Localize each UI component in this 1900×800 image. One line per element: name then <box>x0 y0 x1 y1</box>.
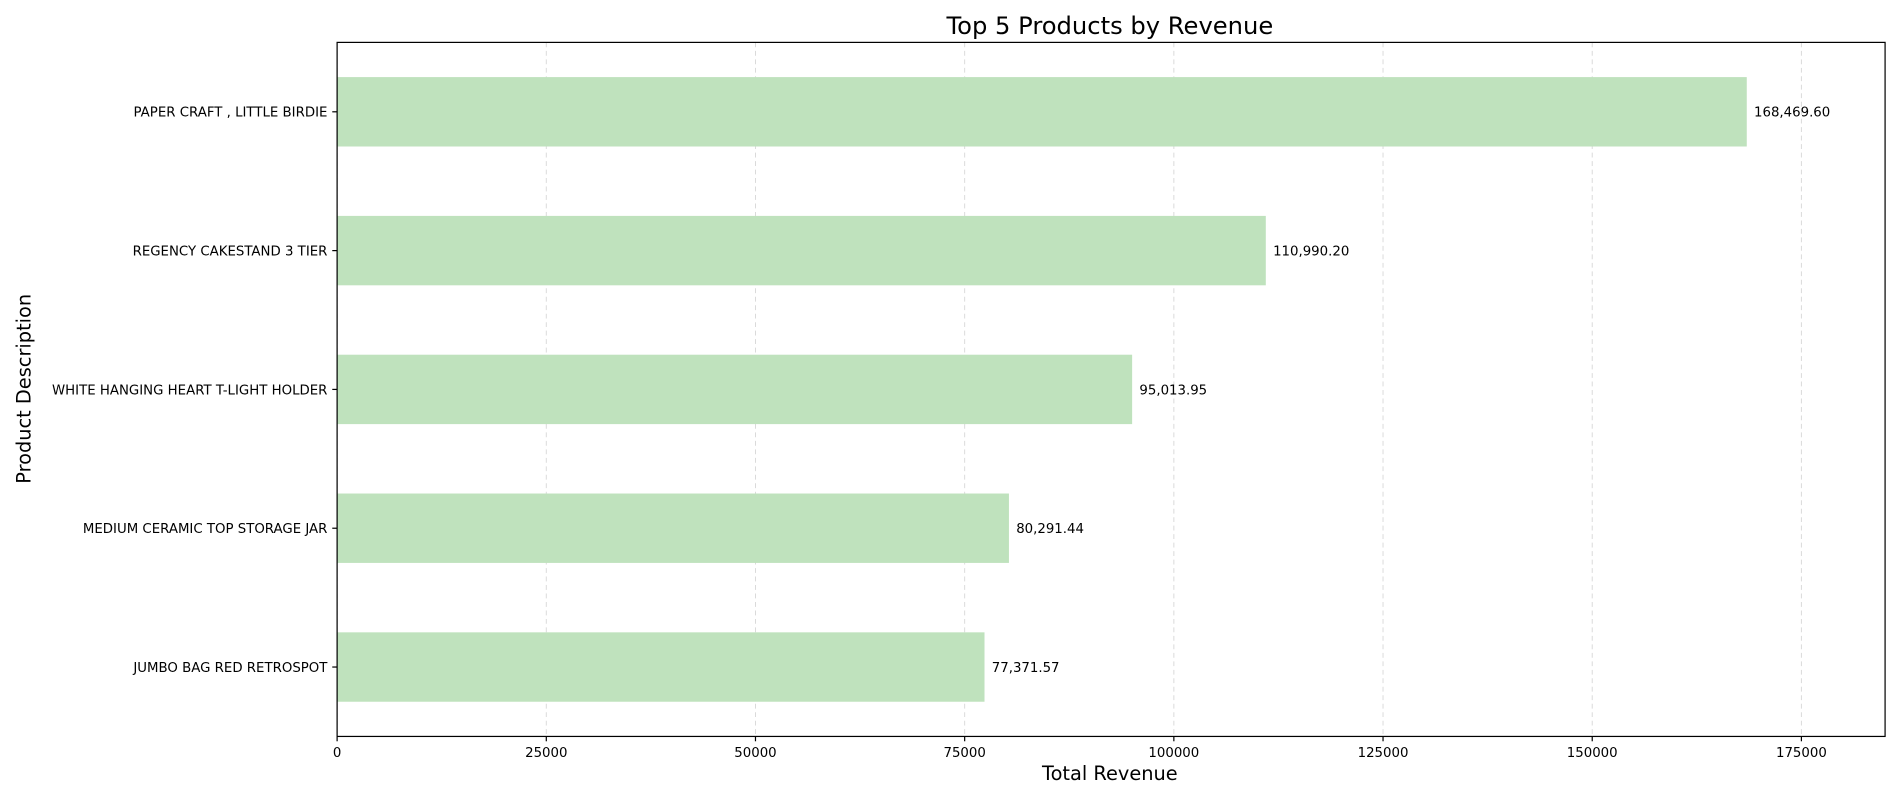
x-tick-label: 75000 <box>943 746 985 761</box>
bar-value-label: 95,013.95 <box>1139 383 1207 398</box>
x-tick-label: 125000 <box>1358 746 1409 761</box>
x-tick-label: 150000 <box>1567 746 1618 761</box>
x-tick-label: 0 <box>333 746 341 761</box>
bars <box>337 77 1747 702</box>
bar <box>337 354 1133 425</box>
chart-title: Top 5 Products by Revenue <box>945 12 1273 40</box>
x-tick-label: 175000 <box>1776 746 1827 761</box>
y-tick-label: MEDIUM CERAMIC TOP STORAGE JAR <box>83 522 328 537</box>
y-axis-label: Product Description <box>13 294 36 484</box>
bar <box>337 77 1747 147</box>
bar <box>337 215 1266 286</box>
y-tick-label: PAPER CRAFT , LITTLE BIRDIE <box>134 106 328 121</box>
value-labels: 168,469.60 110,990.20 95,013.95 80,291.44 77… <box>992 106 1830 676</box>
bar-value-label: 110,990.20 <box>1273 244 1349 259</box>
y-tick-label: REGENCY CAKESTAND 3 TIER <box>133 244 328 259</box>
y-tick-label: WHITE HANGING HEART T-LIGHT HOLDER <box>52 383 327 398</box>
x-tick-label: 25000 <box>525 746 567 761</box>
bar-value-label: 80,291.44 <box>1016 522 1084 537</box>
x-axis-label: Total Revenue <box>1041 762 1178 785</box>
bar <box>337 493 1009 563</box>
bar-value-label: 77,371.57 <box>992 661 1060 676</box>
x-axis-ticks: 0 25000 50000 75000 100000 125000 150000 175000 <box>333 736 1827 761</box>
bar-value-label: 168,469.60 <box>1754 106 1830 121</box>
y-axis-ticks: PAPER CRAFT , LITTLE BIRDIE REGENCY CAKES… <box>52 106 338 676</box>
x-tick-label: 50000 <box>734 746 776 761</box>
x-tick-label: 100000 <box>1148 746 1199 761</box>
y-tick-label: JUMBO BAG RED RETROSPOT <box>132 661 328 676</box>
bar <box>337 632 985 702</box>
